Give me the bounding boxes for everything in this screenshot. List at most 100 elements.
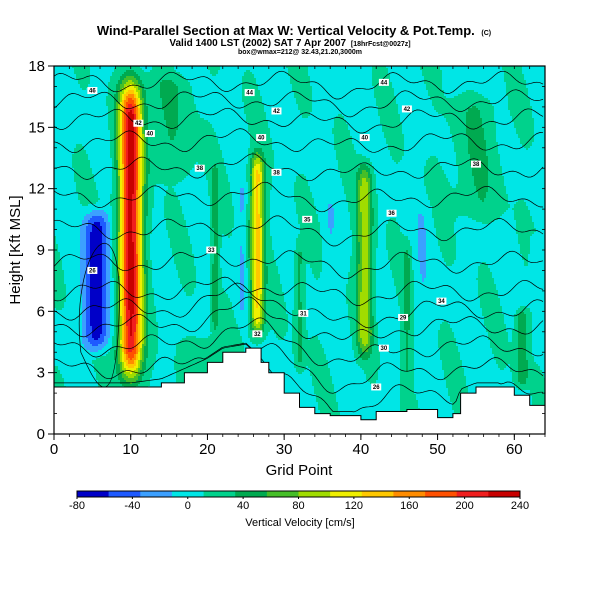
isentrope-label-bg xyxy=(378,344,389,352)
colorbar-cell xyxy=(361,491,394,497)
isentrope-label-bg xyxy=(256,134,267,142)
x-tick-label: 20 xyxy=(199,441,216,458)
isentrope-label: 38 xyxy=(473,162,480,168)
isentrope-label: 33 xyxy=(208,248,215,254)
isentrope-label-bg xyxy=(378,78,389,86)
colorbar-cell xyxy=(171,491,204,497)
velocity-field xyxy=(54,66,545,434)
isentrope-label: 36 xyxy=(388,211,395,217)
isentrope-label: 34 xyxy=(438,299,445,305)
x-axis-label: Grid Point xyxy=(266,462,334,479)
isentrope-label: 29 xyxy=(400,315,407,321)
isentrope-label-bg xyxy=(371,383,382,391)
isentrope-line xyxy=(54,128,544,154)
chart-subtitle-2: box@wmax=212@ 32.43,21.20,3000m xyxy=(238,49,362,56)
colorbar-label: Vertical Velocity [cm/s] xyxy=(245,517,354,529)
isentrope-label: 38 xyxy=(196,166,203,172)
colorbar-cell xyxy=(425,491,458,497)
isentrope-label-bg xyxy=(386,209,397,217)
colorbar-tick-label: -80 xyxy=(69,500,85,512)
y-tick-label: 9 xyxy=(37,242,45,259)
y-tick-label: 18 xyxy=(28,58,45,75)
chart-subtitle: Valid 1400 LST (2002) SAT 7 Apr 2007 [18… xyxy=(169,38,410,49)
chart-title: Wind-Parallel Section at Max W: Vertical… xyxy=(97,23,491,38)
isentrope-label-bg xyxy=(87,87,98,95)
colorbar-cell xyxy=(77,491,109,497)
isentrope-label: 31 xyxy=(300,311,307,317)
y-tick-label: 6 xyxy=(37,303,45,320)
x-tick-label: 30 xyxy=(276,441,293,458)
isentrope-label: 40 xyxy=(258,136,265,142)
colorbar-cell xyxy=(393,491,426,497)
isentrope-label-bg xyxy=(359,134,370,142)
isentrope-label: 38 xyxy=(273,170,280,176)
isentrope-line xyxy=(54,296,544,340)
isentrope-label: 42 xyxy=(404,107,411,113)
y-tick-label: 3 xyxy=(37,365,45,382)
isentrope-line xyxy=(54,317,544,367)
isentrope-line xyxy=(54,153,544,182)
colorbar-tick-label: 160 xyxy=(400,500,418,512)
isentrope-label: 40 xyxy=(361,136,368,142)
plot-area: 26 32 33 31 30 29 26 34 35 36 38 40 40 38 38 40 42 42 42 46… xyxy=(53,65,546,435)
isentrope-label: 42 xyxy=(273,109,280,115)
isentrope-contours xyxy=(54,70,544,413)
y-axis-label: Height [Kft MSL] xyxy=(7,195,24,304)
isentrope-label: 42 xyxy=(135,121,142,127)
terrain xyxy=(53,347,546,435)
isentrope-line xyxy=(54,215,544,247)
colorbar-cell xyxy=(330,491,363,497)
isentrope-label-bg xyxy=(271,107,282,115)
isentrope-line xyxy=(54,276,544,306)
isentrope-line xyxy=(54,89,544,118)
isentrope-label-bg xyxy=(401,105,412,113)
isentrope-line xyxy=(54,342,544,394)
colorbar-cell xyxy=(298,491,331,497)
isentrope-label-bg xyxy=(271,168,282,176)
isentrope-label: 32 xyxy=(254,332,261,338)
isentrope-label: 30 xyxy=(381,346,388,352)
colorbar-tick-label: 40 xyxy=(237,500,249,512)
colorbar-tick-label: -40 xyxy=(124,500,140,512)
colorbar-cell xyxy=(203,491,236,497)
x-tick-label: 10 xyxy=(122,441,139,458)
y-tick-label: 15 xyxy=(28,119,45,136)
colorbar: -80 -40 0 40 80 120 160 200 240 xyxy=(69,490,529,512)
colorbar-tick-label: 80 xyxy=(292,500,304,512)
colorbar-cell xyxy=(488,491,521,497)
colorbar-cell xyxy=(108,491,141,497)
x-tick-label: 50 xyxy=(429,441,446,458)
isentrope-line xyxy=(54,181,544,213)
isentrope-label-bg xyxy=(298,309,309,317)
isentrope-label-bg xyxy=(470,160,481,168)
x-tick-label: 60 xyxy=(506,441,523,458)
isentrope-label: 26 xyxy=(89,268,96,274)
isentrope-label-bg xyxy=(194,164,205,172)
x-axis: 0 10 20 30 40 50 60 xyxy=(50,66,546,458)
isentrope-label-bg xyxy=(398,313,409,321)
isentrope-label-bg xyxy=(436,297,447,305)
isentrope-label-bg xyxy=(252,330,263,338)
isentrope-label: 44 xyxy=(381,80,388,86)
isentrope-label: 46 xyxy=(89,89,96,95)
isentrope-line xyxy=(54,250,544,280)
isentrope-line xyxy=(54,70,544,100)
isentrope-label-bg xyxy=(206,246,217,254)
colorbar-tick-label: 240 xyxy=(511,500,529,512)
colorbar-tick-label: 120 xyxy=(345,500,363,512)
colorbar-cell xyxy=(266,491,299,497)
isentrope-label: 35 xyxy=(304,217,311,223)
isentrope-label-bg xyxy=(133,119,144,127)
x-tick-label: 40 xyxy=(353,441,370,458)
isentrope-loop xyxy=(78,242,120,388)
x-tick-label: 0 xyxy=(50,441,58,458)
colorbar-cell xyxy=(456,491,489,497)
isentrope-label: 44 xyxy=(246,91,253,97)
colorbar-cell xyxy=(235,491,268,497)
isentrope-label: 40 xyxy=(147,131,154,137)
isentrope-labels: 26 32 33 31 30 29 26 34 35 36 38 40 40 38 38 40 42 42 42 46… xyxy=(87,78,481,391)
colorbar-tick-label: 0 xyxy=(185,500,191,512)
isentrope-line xyxy=(54,343,543,413)
isentrope-label-bg xyxy=(302,215,313,223)
